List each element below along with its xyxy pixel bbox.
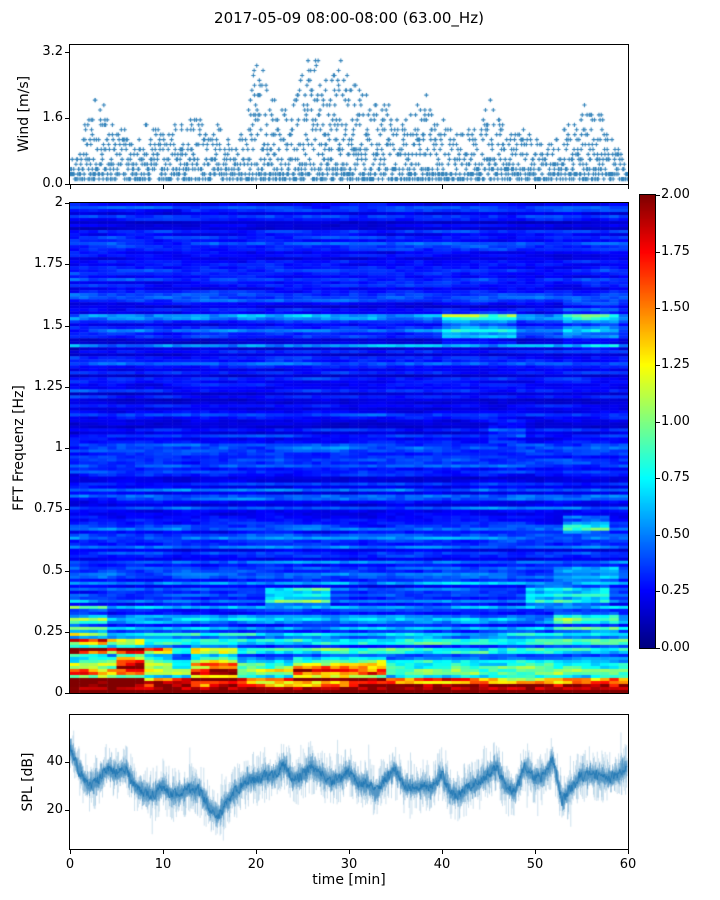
spl-x-tick (163, 850, 164, 854)
spl-x-tick (70, 850, 71, 854)
spectrogram-y-tick-label: 1.75 (34, 256, 63, 271)
spectrogram-y-tick-label: 0.25 (34, 624, 63, 639)
colorbar-tick-label: 0.75 (661, 470, 690, 485)
spl-x-tick (628, 850, 629, 854)
wind-x-tick (628, 185, 629, 189)
wind-x-tick (70, 185, 71, 189)
spectrogram-y-tick-label: 1.25 (34, 379, 63, 394)
spectrogram-y-tick (65, 387, 69, 388)
colorbar-tick (656, 365, 660, 366)
spl-line-plot (69, 714, 629, 850)
colorbar-tick-label: 1.75 (661, 244, 690, 259)
colorbar-tick-label: 0.00 (661, 640, 690, 655)
spectrogram-y-tick (65, 203, 69, 204)
spl-line-canvas (70, 715, 628, 849)
spl-x-tick (535, 850, 536, 854)
colorbar-tick (656, 591, 660, 592)
spl-x-tick (442, 850, 443, 854)
spl-x-tick-label: 20 (247, 857, 265, 872)
colorbar-canvas (640, 195, 655, 648)
spl-y-tick-label: 20 (46, 802, 63, 817)
spectrogram-y-tick (65, 693, 69, 694)
wind-x-tick (535, 185, 536, 189)
spl-x-tick-label: 30 (340, 857, 358, 872)
wind-y-tick-label: 0.0 (42, 176, 63, 191)
colorbar-tick (656, 308, 660, 309)
spectrogram-y-tick (65, 326, 69, 327)
wind-y-tick-label: 1.6 (42, 110, 63, 125)
wind-scatter-plot (69, 44, 629, 185)
spl-y-tick (65, 762, 69, 763)
colorbar-tick-label: 1.25 (661, 357, 690, 372)
colorbar-tick (656, 648, 660, 649)
wind-y-tick-label: 3.2 (42, 44, 63, 59)
spl-x-tick (349, 850, 350, 854)
spl-x-tick-label: 40 (433, 857, 451, 872)
wind-x-tick (163, 185, 164, 189)
wind-x-tick (442, 185, 443, 189)
colorbar-tick-label: 0.50 (661, 527, 690, 542)
wind-y-tick (65, 184, 69, 185)
spectrogram-y-tick (65, 509, 69, 510)
spectrogram-y-tick-label: 2 (54, 195, 63, 210)
spl-y-tick-label: 40 (46, 754, 63, 769)
wind-y-tick (65, 118, 69, 119)
spectrogram-y-tick (65, 448, 69, 449)
wind-x-tick (256, 185, 257, 189)
spectrogram-y-tick-label: 0 (54, 685, 63, 700)
colorbar-tick (656, 252, 660, 253)
spectrogram-y-tick-label: 0.75 (34, 501, 63, 516)
spectrogram-y-tick-label: 1.5 (42, 318, 63, 333)
spectrogram-y-tick (65, 571, 69, 572)
colorbar-tick (656, 535, 660, 536)
colorbar-tick (656, 422, 660, 423)
colorbar-tick (656, 478, 660, 479)
spl-x-tick (256, 850, 257, 854)
colorbar (639, 194, 656, 649)
spectrogram-y-tick (65, 632, 69, 633)
figure-title: 2017-05-09 08:00-08:00 (63.00_Hz) (214, 9, 484, 27)
spectrogram-y-tick-label: 0.5 (42, 563, 63, 578)
wind-scatter-canvas (70, 45, 628, 184)
colorbar-tick-label: 2.00 (661, 187, 690, 202)
colorbar-tick (656, 195, 660, 196)
wind-x-tick (349, 185, 350, 189)
fft-spectrogram-plot (69, 202, 629, 694)
spl-x-tick-label: 50 (526, 857, 544, 872)
wind-y-tick (65, 52, 69, 53)
spl-x-tick-label: 60 (619, 857, 637, 872)
colorbar-tick-label: 1.50 (661, 300, 690, 315)
colorbar-tick-label: 1.00 (661, 414, 690, 429)
spl-y-tick (65, 810, 69, 811)
spectrogram-y-tick (65, 264, 69, 265)
fft-spectrogram-canvas (70, 203, 628, 693)
spl-x-tick-label: 10 (154, 857, 172, 872)
spl-x-tick-label: 0 (65, 857, 75, 872)
time-x-axis-label: time [min] (312, 872, 386, 888)
spectrogram-y-tick-label: 1 (54, 440, 63, 455)
colorbar-tick-label: 0.25 (661, 583, 690, 598)
